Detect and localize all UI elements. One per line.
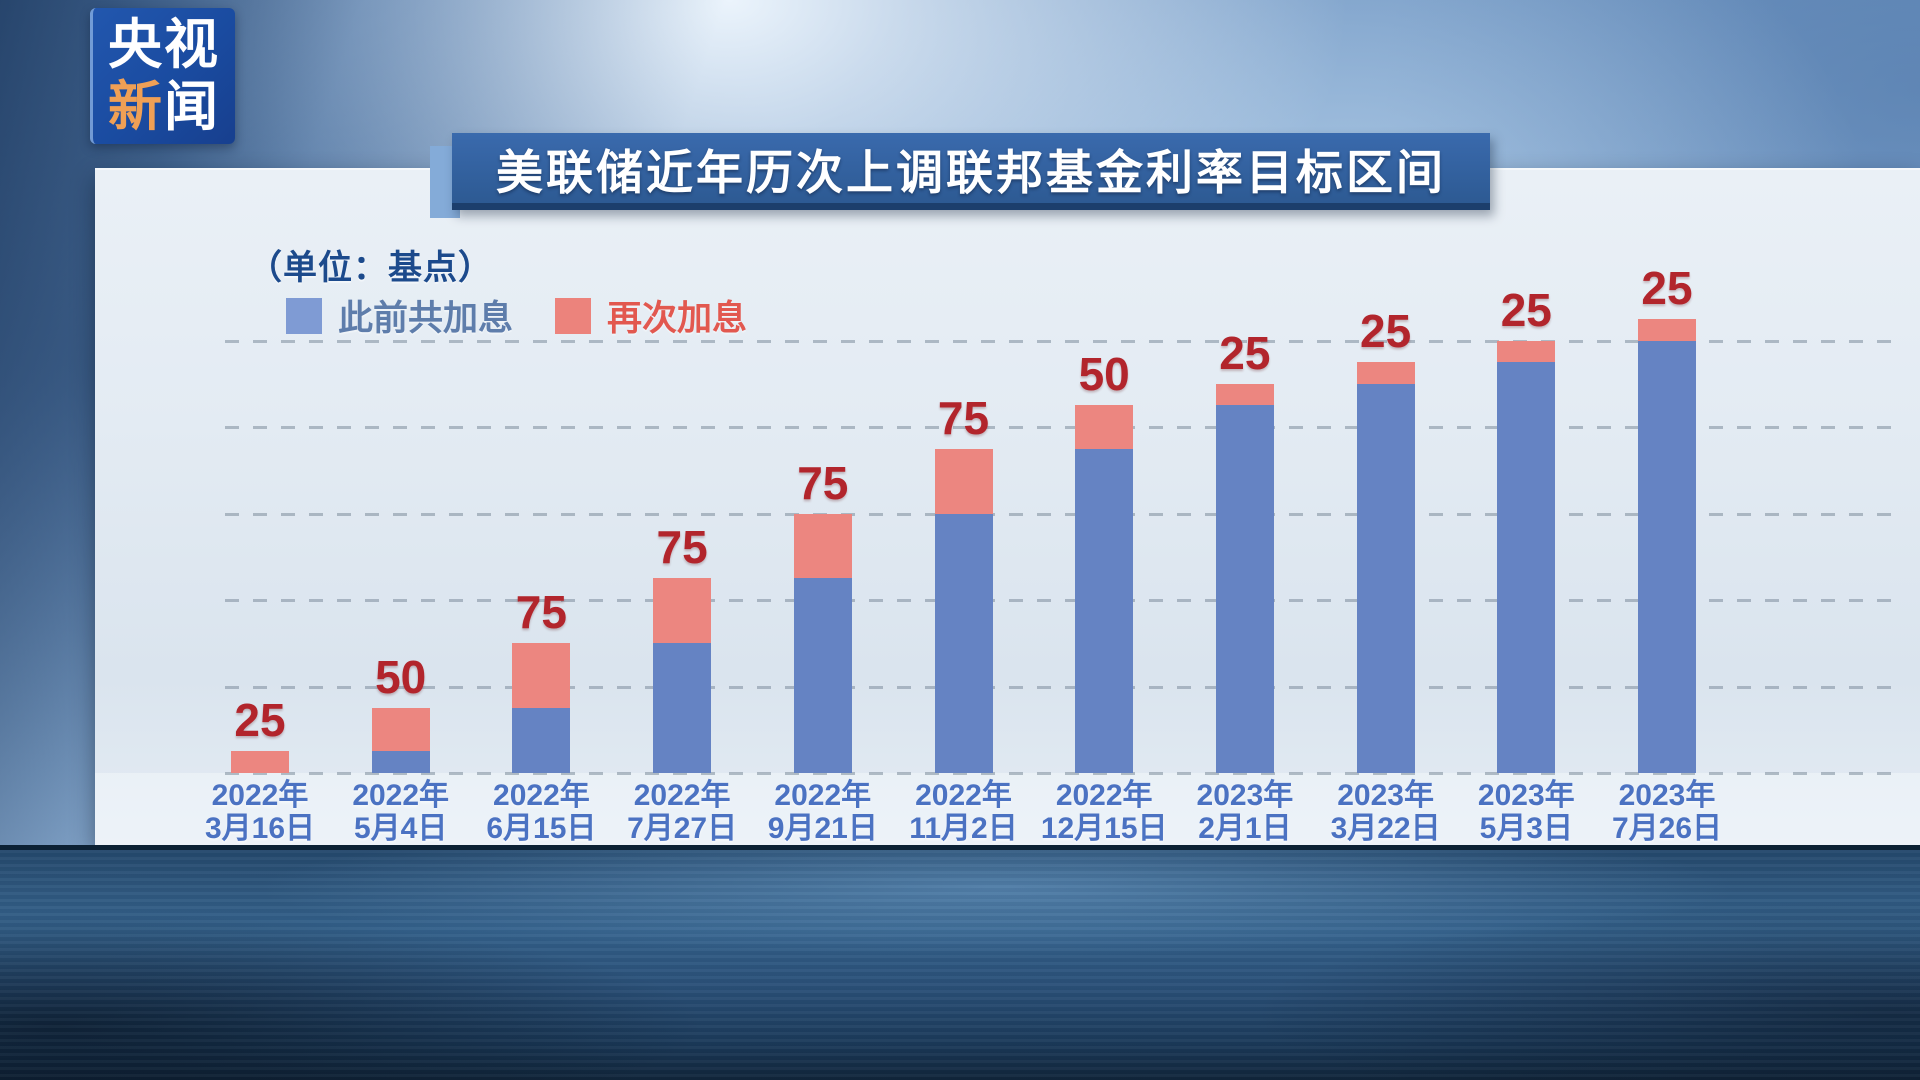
bar-date-label: 2022年 3月16日: [204, 779, 316, 845]
bar-blue-segment: [1215, 405, 1274, 773]
bar-date-label: 2022年 12月15日: [1040, 779, 1168, 845]
bar-blue-segment: [653, 643, 712, 773]
bar-date-label: 2022年 11月2日: [909, 779, 1018, 845]
bar-date-label: 2023年 7月26日: [1611, 779, 1723, 845]
bar-date-label: 2023年 2月1日: [1196, 779, 1294, 845]
bar-value-label: 25: [234, 694, 286, 747]
title-banner: 美联储近年历次上调联邦基金利率目标区间: [452, 133, 1490, 210]
bar-date-label: 2022年 7月27日: [627, 779, 738, 845]
logo-line2: 新闻: [108, 76, 220, 138]
bar-value-label: 50: [1078, 348, 1130, 401]
legend-swatch-red: [555, 297, 592, 334]
logo-char-wen: 闻: [164, 77, 220, 137]
chart-panel-baseline-glow: [95, 773, 1920, 845]
bar-date-label: 2022年 5月4日: [352, 779, 450, 845]
bar-blue-segment: [371, 751, 430, 773]
bar-red-segment: [1638, 318, 1696, 341]
logo-char-xin: 新: [108, 77, 164, 137]
unit-label: （单位：基点）: [248, 249, 493, 287]
gridline: [225, 512, 1902, 516]
chart-title: 美联储近年历次上调联邦基金利率目标区间: [496, 145, 1446, 199]
bar-red-segment: [793, 513, 852, 579]
bar-value-label: 75: [515, 586, 567, 639]
bar-blue-segment: [512, 708, 571, 773]
bar-red-segment: [231, 751, 289, 773]
chart-legend: 此前共加息 再次加息: [286, 290, 747, 341]
bar-red-segment: [1497, 340, 1556, 363]
gridline: [225, 599, 1902, 602]
bar-value-label: 25: [1219, 326, 1271, 379]
bar-blue-segment: [1497, 362, 1556, 773]
gridline: [225, 685, 1902, 689]
bar-date-label: 2023年 5月3日: [1477, 779, 1575, 845]
studio-floor: [0, 845, 1920, 1080]
legend-label-red: 再次加息: [607, 299, 748, 338]
bar-value-label: 25: [1641, 261, 1693, 314]
bar-value-label: 25: [1360, 305, 1412, 358]
bar-blue-segment: [934, 513, 993, 773]
bar-red-segment: [1075, 405, 1134, 449]
logo-line1: 央视: [108, 15, 220, 75]
bar-date-label: 2022年 6月15日: [486, 779, 597, 845]
bar-red-segment: [371, 708, 430, 752]
bar-blue-segment: [1638, 340, 1696, 773]
bar-red-segment: [512, 643, 571, 709]
bar-blue-segment: [793, 578, 852, 773]
bar-red-segment: [1356, 362, 1415, 384]
gridline: [225, 772, 1902, 775]
bar-value-label: 25: [1500, 283, 1552, 336]
bar-red-segment: [1215, 383, 1274, 406]
bar-value-label: 75: [656, 521, 708, 574]
bar-value-label: 75: [797, 456, 849, 509]
gridline: [225, 426, 1902, 429]
bar-date-label: 2023年 3月22日: [1330, 779, 1441, 845]
legend-swatch-blue: [286, 297, 322, 334]
bar-red-segment: [934, 448, 993, 514]
bar-value-label: 50: [375, 651, 427, 704]
bar-blue-segment: [1075, 448, 1134, 773]
legend-label-blue: 此前共加息: [338, 299, 514, 338]
bar-value-label: 75: [937, 391, 990, 444]
bar-date-label: 2022年 9月21日: [767, 779, 878, 845]
gridline: [225, 339, 1902, 343]
cctv-news-logo: 央视 新闻: [90, 8, 235, 144]
bar-red-segment: [653, 578, 712, 644]
bar-blue-segment: [1356, 383, 1415, 773]
